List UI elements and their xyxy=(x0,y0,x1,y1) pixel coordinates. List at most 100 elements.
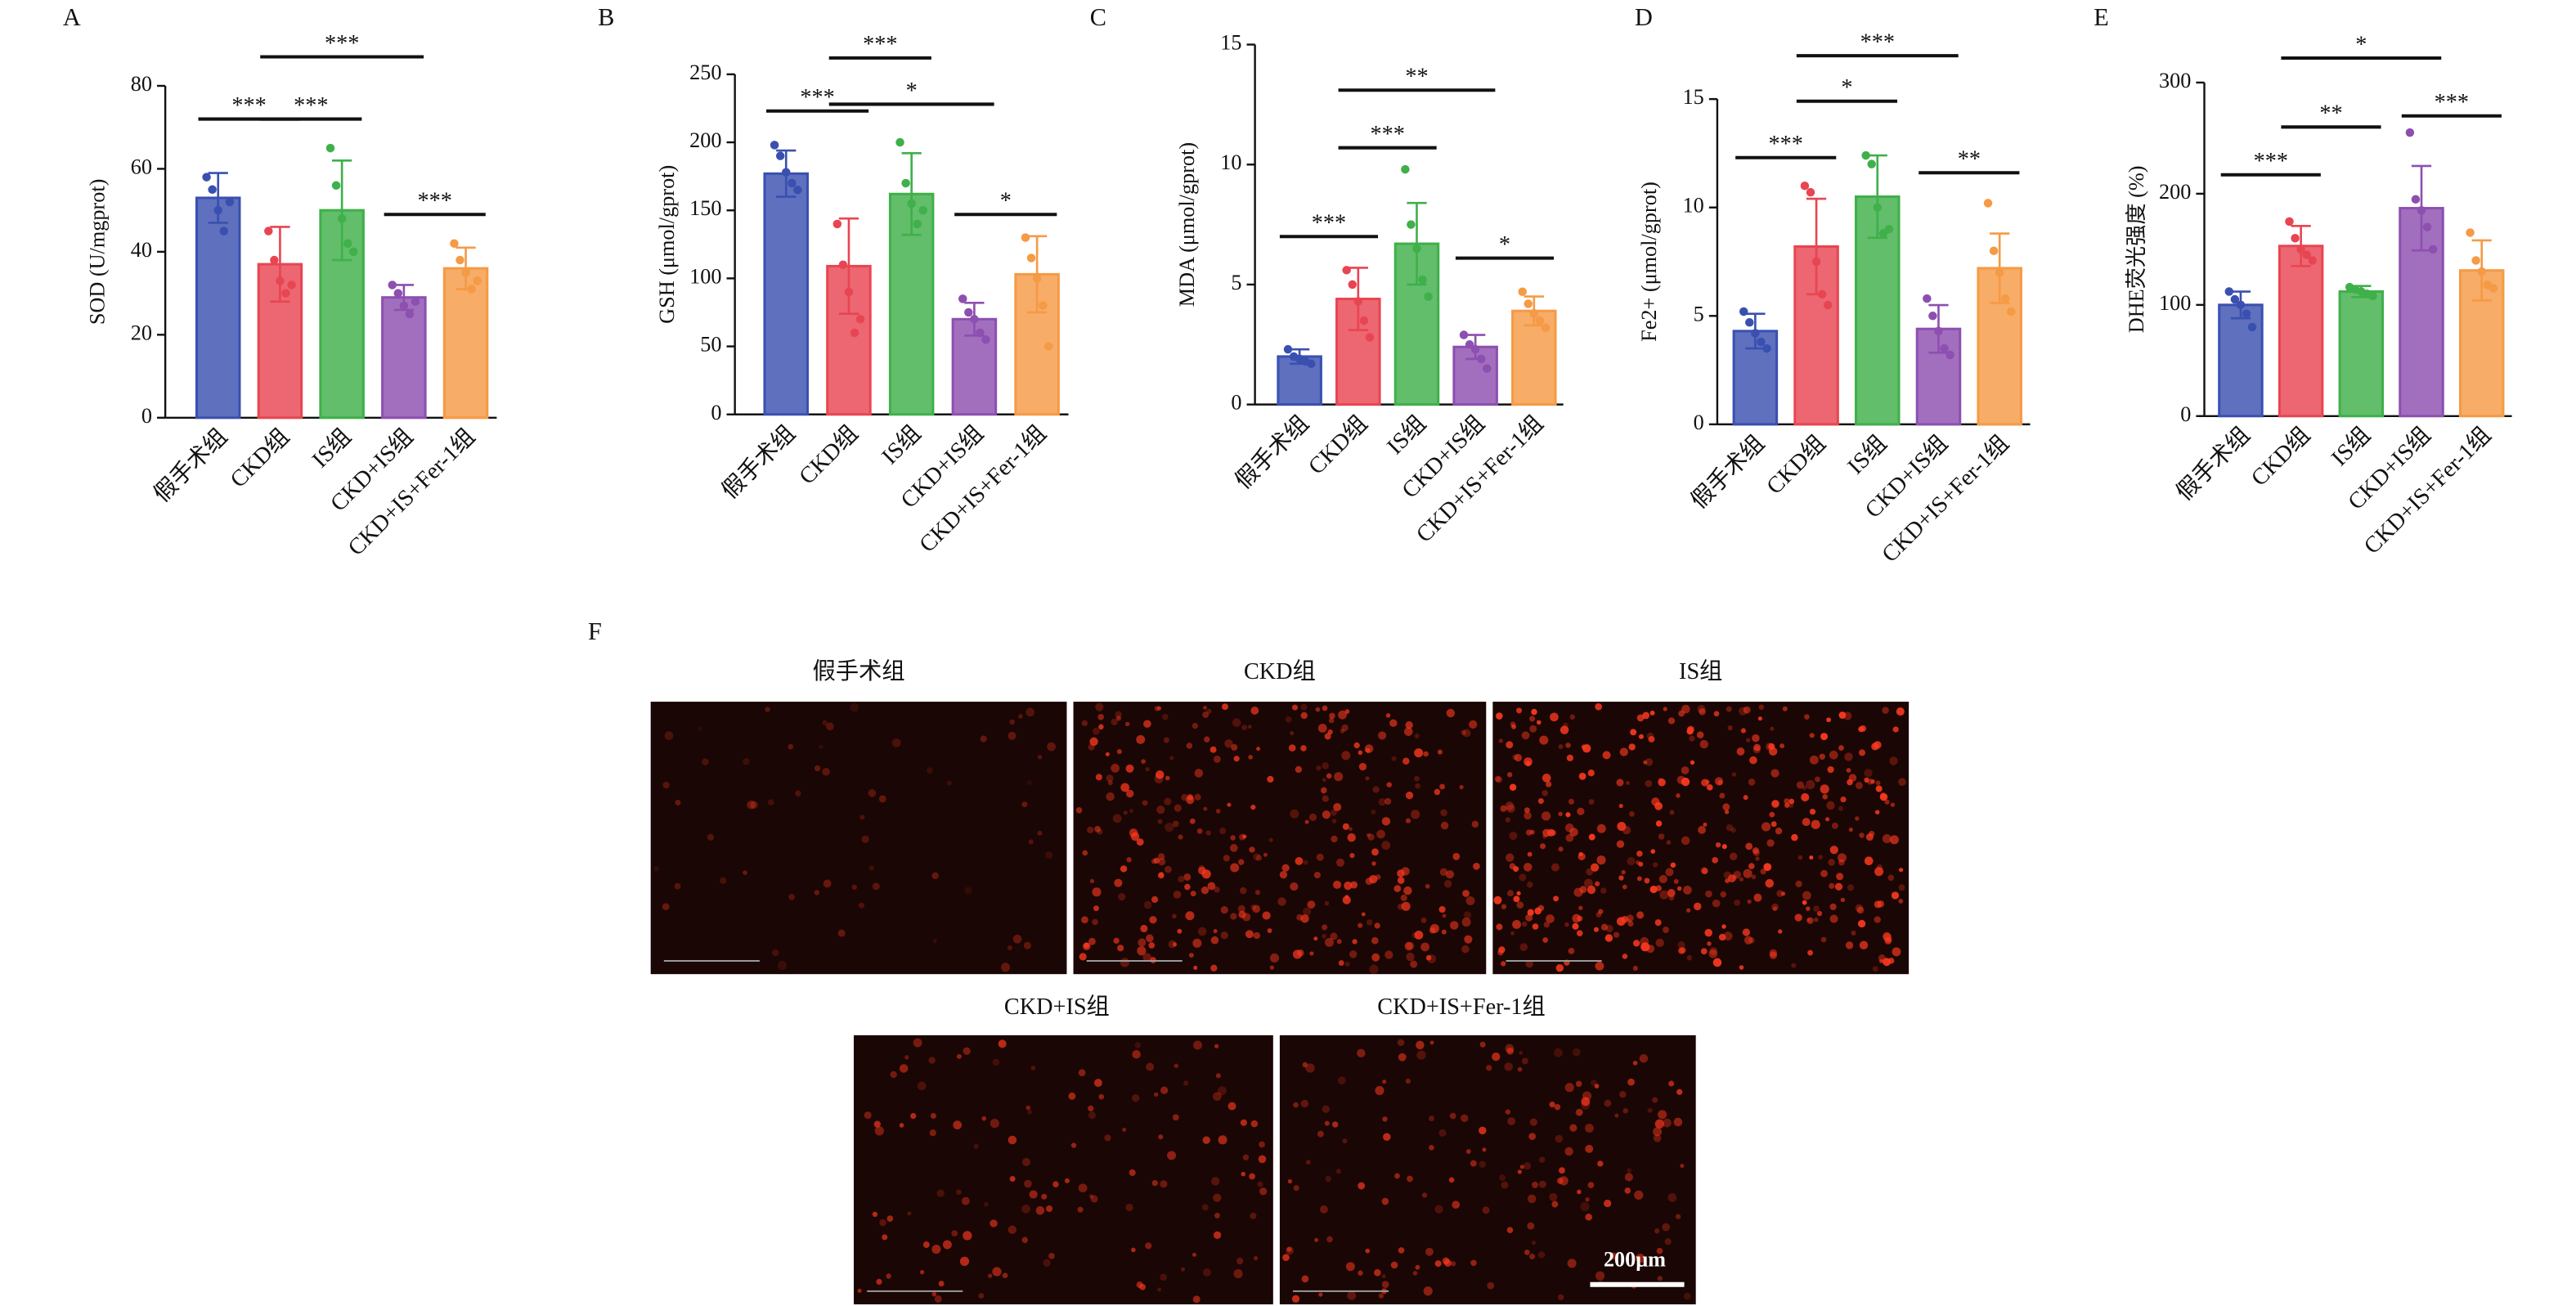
cell xyxy=(1558,743,1564,749)
cell xyxy=(1342,895,1351,904)
cell xyxy=(1400,894,1407,901)
cell xyxy=(1405,791,1414,800)
data-point xyxy=(461,268,470,277)
cell xyxy=(1324,1120,1330,1126)
cell xyxy=(1588,799,1595,805)
cell xyxy=(1469,720,1478,729)
cell xyxy=(1287,1178,1293,1184)
cell xyxy=(1809,808,1816,815)
cell xyxy=(1123,810,1128,815)
cell xyxy=(1572,1048,1581,1057)
cell xyxy=(1440,809,1447,817)
cell xyxy=(1465,896,1475,905)
cell xyxy=(1743,706,1751,714)
cell xyxy=(1381,841,1391,850)
cell xyxy=(1636,876,1642,882)
cell xyxy=(1578,852,1583,856)
cell xyxy=(1037,830,1043,836)
data-point xyxy=(2302,250,2311,259)
cell xyxy=(1678,710,1685,717)
cell xyxy=(1527,909,1534,916)
cell xyxy=(1636,1253,1645,1263)
cell xyxy=(1349,950,1358,958)
data-point xyxy=(838,260,848,270)
cell xyxy=(1521,1057,1528,1065)
cell xyxy=(1837,853,1847,863)
cell xyxy=(1507,772,1513,778)
cell xyxy=(1365,747,1371,753)
cell xyxy=(1218,1086,1227,1096)
cell xyxy=(1736,747,1745,756)
cell xyxy=(1822,793,1829,800)
cell xyxy=(1136,734,1146,744)
data-point xyxy=(456,255,464,265)
cell xyxy=(1678,947,1685,954)
x-tick-label: CKD组 xyxy=(1304,411,1373,480)
significance-label: ** xyxy=(1958,147,1981,173)
cell xyxy=(1566,754,1573,761)
data-point xyxy=(770,141,779,150)
cell xyxy=(1213,1092,1222,1102)
significance-label: *** xyxy=(1769,132,1803,157)
cell xyxy=(1117,945,1124,952)
panel-label: F xyxy=(588,617,602,645)
cell xyxy=(1739,707,1748,716)
data-point xyxy=(1940,343,1949,353)
cell xyxy=(1559,1167,1565,1174)
cell xyxy=(1712,958,1722,967)
cell xyxy=(1394,1173,1400,1179)
cell xyxy=(1698,825,1706,834)
cell xyxy=(953,1120,963,1130)
cell xyxy=(1300,745,1307,752)
cell xyxy=(1829,903,1837,910)
cell xyxy=(1870,779,1875,784)
significance-label: *** xyxy=(1370,122,1404,147)
cell xyxy=(1342,823,1349,830)
cell xyxy=(1892,726,1899,733)
significance-label: *** xyxy=(800,85,834,110)
cell xyxy=(1743,868,1752,878)
cell xyxy=(891,738,901,747)
cell xyxy=(1425,1247,1434,1256)
cell xyxy=(1627,856,1636,866)
significance-label: ** xyxy=(2319,101,2342,127)
cell xyxy=(1493,895,1502,904)
bar xyxy=(195,196,241,420)
cell xyxy=(1384,950,1393,959)
cell xyxy=(662,903,670,911)
cell xyxy=(1162,713,1169,720)
cell xyxy=(1656,1247,1663,1254)
cell xyxy=(1618,803,1623,809)
cell xyxy=(899,1064,909,1073)
cell xyxy=(1286,1246,1295,1255)
cell xyxy=(1855,816,1860,821)
cell xyxy=(1859,940,1869,949)
cell xyxy=(1639,1054,1649,1063)
cell xyxy=(1131,1247,1136,1253)
cell xyxy=(1749,756,1757,765)
data-point xyxy=(287,280,296,289)
cell xyxy=(1369,964,1379,974)
cell xyxy=(1507,1117,1516,1126)
cell xyxy=(1349,827,1353,832)
cell xyxy=(927,767,933,774)
cell xyxy=(767,799,774,806)
cell xyxy=(1181,1267,1186,1272)
cell xyxy=(1471,820,1479,828)
cell xyxy=(1230,863,1240,873)
cell xyxy=(1242,1154,1250,1160)
significance-label: * xyxy=(906,79,918,104)
cell xyxy=(1434,1205,1443,1214)
cell xyxy=(1677,941,1685,949)
cells xyxy=(1075,702,1480,974)
cell xyxy=(1145,766,1150,772)
cell xyxy=(1818,855,1824,859)
bar xyxy=(2338,290,2385,418)
cell xyxy=(1344,961,1350,967)
y-tick-label: 15 xyxy=(1683,85,1704,109)
data-point xyxy=(1762,343,1771,353)
cell xyxy=(942,1240,952,1250)
significance-label: *** xyxy=(418,189,452,214)
cell xyxy=(1358,922,1363,928)
cell xyxy=(1414,733,1420,739)
